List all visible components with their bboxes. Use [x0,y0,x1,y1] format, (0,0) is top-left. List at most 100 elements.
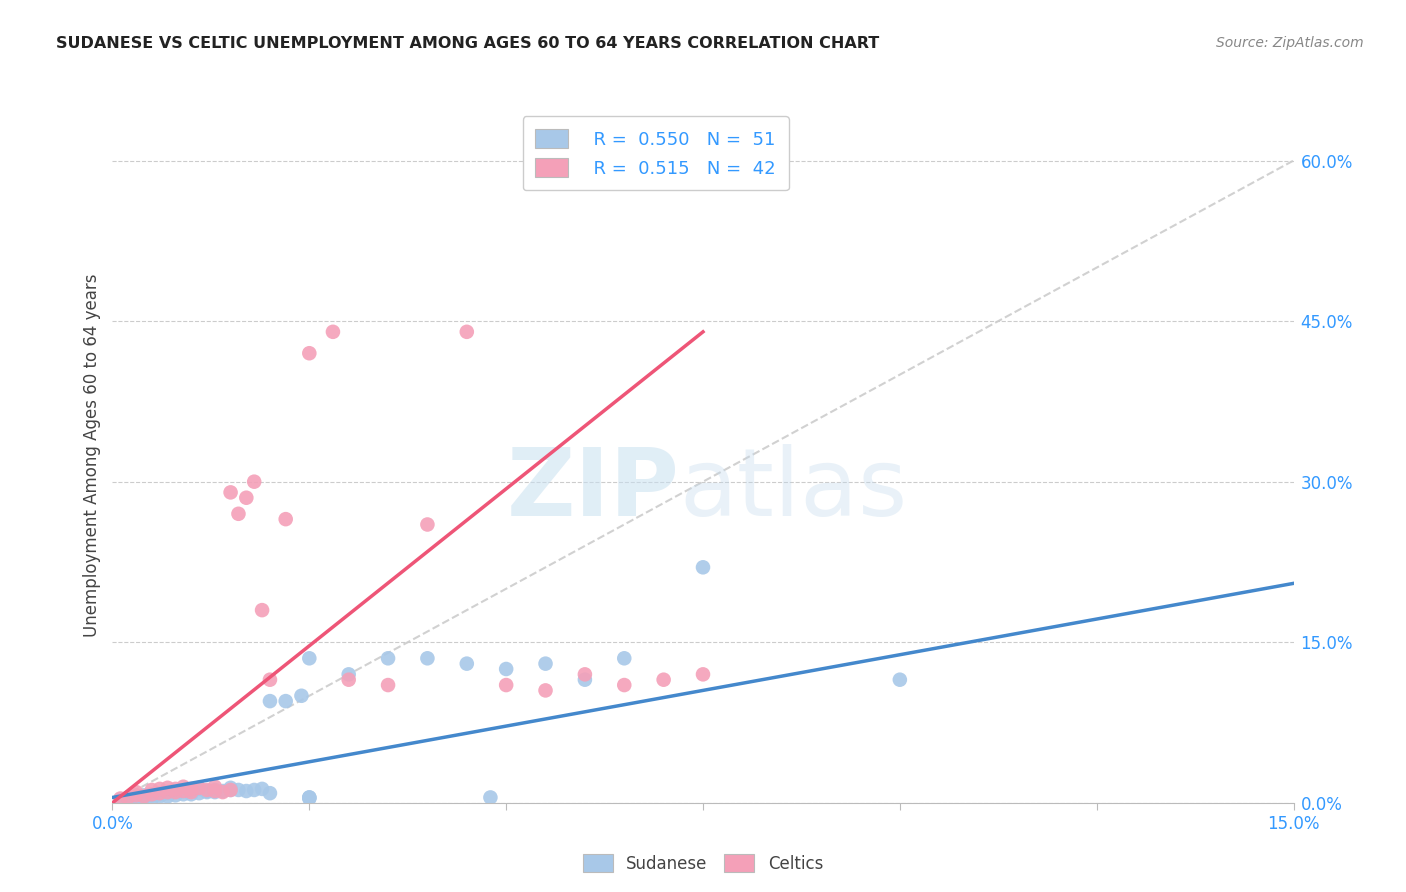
Point [235,491,257,505]
Point [495,662,517,676]
Point [204,785,226,799]
Point [125,789,148,803]
Text: ZIP: ZIP [506,443,679,536]
Point [180,785,202,799]
Point [613,651,636,665]
Point [195,784,218,798]
Point [613,678,636,692]
Point [298,651,321,665]
Point [149,786,172,800]
Point [165,785,187,799]
Point [149,787,172,801]
Point [141,789,163,803]
Point [204,783,226,797]
Y-axis label: Unemployment Among Ages 60 to 64 years: Unemployment Among Ages 60 to 64 years [83,273,101,637]
Point [132,790,155,805]
Point [141,787,163,801]
Point [149,781,172,796]
Point [219,783,242,797]
Point [110,791,132,805]
Point [132,789,155,804]
Point [149,789,172,804]
Point [298,790,321,805]
Point [534,657,557,671]
Point [228,783,250,797]
Point [117,791,139,805]
Point [204,780,226,794]
Point [416,651,439,665]
Point [250,781,273,796]
Point [204,784,226,798]
Point [188,780,211,795]
Point [243,783,266,797]
Point [172,780,194,794]
Point [274,512,297,526]
Point [456,325,478,339]
Point [692,560,714,574]
Point [377,651,399,665]
Point [298,790,321,805]
Point [165,781,187,796]
Point [250,603,273,617]
Point [322,325,344,339]
Point [180,783,202,797]
Point [574,673,596,687]
Point [156,780,179,795]
Text: SUDANESE VS CELTIC UNEMPLOYMENT AMONG AGES 60 TO 64 YEARS CORRELATION CHART: SUDANESE VS CELTIC UNEMPLOYMENT AMONG AG… [56,36,880,51]
Point [416,517,439,532]
Point [180,787,202,801]
Point [243,475,266,489]
Point [290,689,312,703]
Point [172,784,194,798]
Point [141,783,163,797]
Point [195,783,218,797]
Legend: Sudanese, Celtics: Sudanese, Celtics [576,847,830,880]
Point [172,787,194,801]
Point [274,694,297,708]
Point [534,683,557,698]
Point [337,667,360,681]
Point [235,784,257,798]
Point [259,673,281,687]
Point [259,786,281,800]
Point [337,673,360,687]
Text: Source: ZipAtlas.com: Source: ZipAtlas.com [1216,36,1364,50]
Point [117,790,139,805]
Point [141,791,163,805]
Point [377,678,399,692]
Point [219,783,242,797]
Point [259,694,281,708]
Point [889,673,911,687]
Point [132,789,155,803]
Point [298,346,321,360]
Point [228,507,250,521]
Point [156,786,179,800]
Point [188,781,211,796]
Point [172,784,194,798]
Point [298,791,321,805]
Point [180,781,202,796]
Point [456,657,478,671]
Text: atlas: atlas [679,443,908,536]
Point [165,789,187,803]
Point [125,789,148,804]
Point [188,786,211,800]
Point [219,485,242,500]
Point [495,678,517,692]
Point [479,790,502,805]
Point [156,785,179,799]
Point [125,785,148,799]
Point [156,789,179,804]
Point [692,667,714,681]
Point [574,667,596,681]
Point [195,785,218,799]
Point [219,780,242,795]
Point [125,791,148,805]
Point [117,790,139,805]
Point [165,785,187,799]
Point [110,792,132,806]
Legend:   R =  0.550   N =  51,   R =  0.515   N =  42: R = 0.550 N = 51, R = 0.515 N = 42 [523,116,789,190]
Point [211,785,233,799]
Point [211,784,233,798]
Point [652,673,675,687]
